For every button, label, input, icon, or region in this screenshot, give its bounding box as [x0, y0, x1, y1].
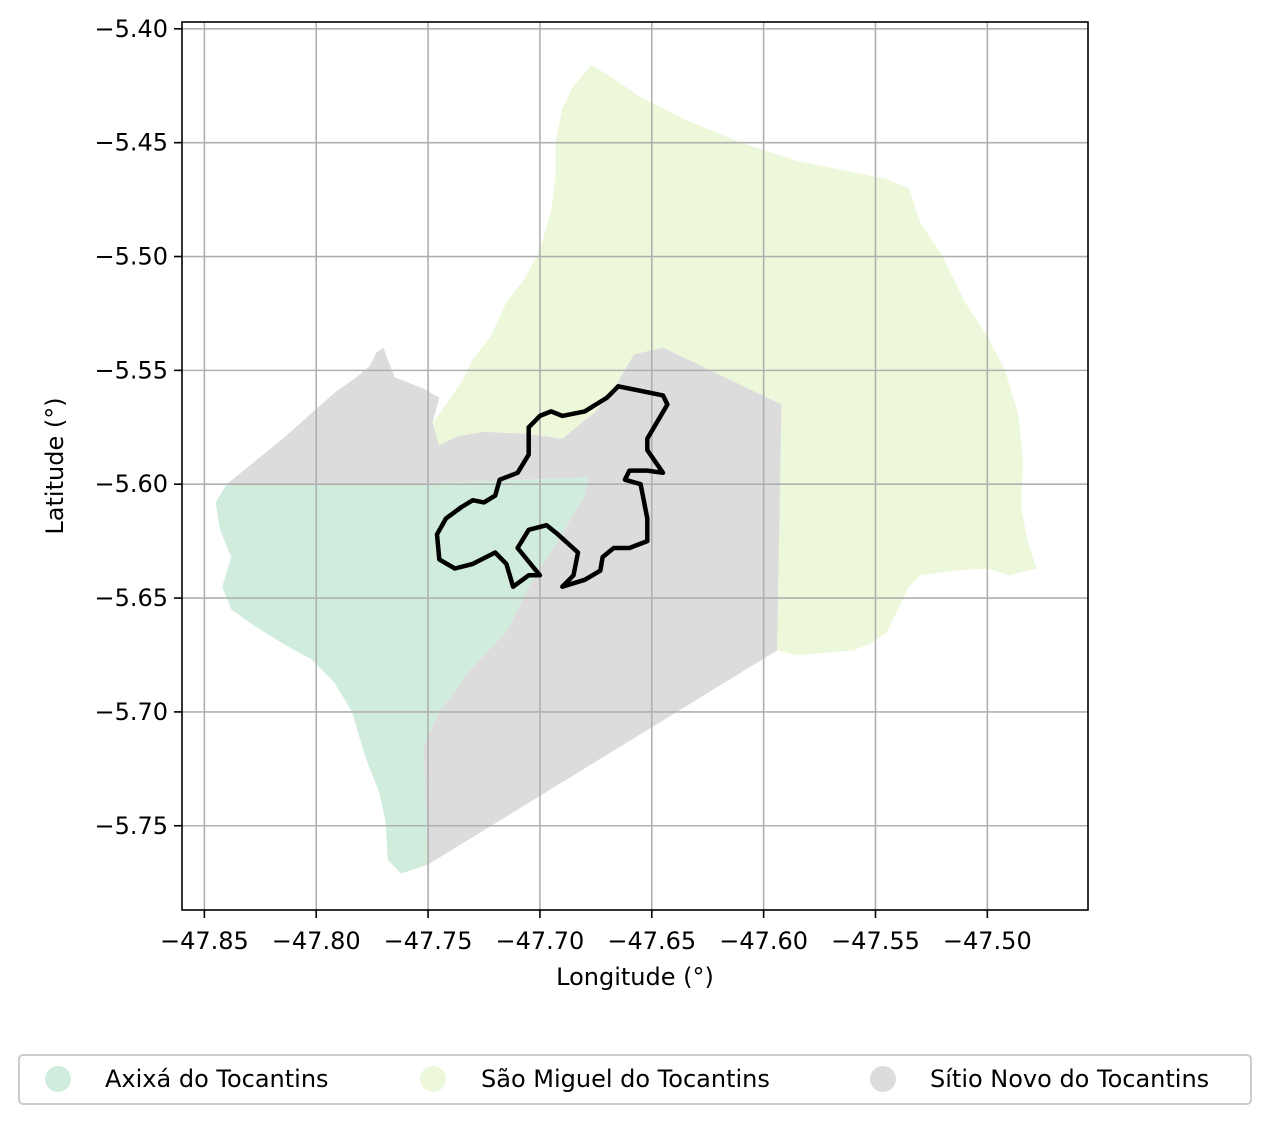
y-axis-ticks: −5.40 −5.45 −5.50 −5.55 −5.60 −5.65 −5.70 −5.75 [94, 15, 182, 840]
y-tick-label: −5.70 [94, 698, 168, 726]
highlight-outline [434, 384, 670, 589]
y-tick-label: −5.75 [94, 812, 168, 840]
y-tick-label: −5.55 [94, 356, 168, 384]
y-axis-label: Latitude (°) [41, 397, 69, 534]
x-axis-ticks: −47.85 −47.80 −47.75 −47.70 −47.65 −47.60 −47.… [160, 910, 1032, 955]
x-tick-label: −47.65 [607, 927, 696, 955]
x-tick-label: −47.55 [831, 927, 920, 955]
plot-frame [181, 21, 1089, 911]
y-tick-label: −5.65 [94, 584, 168, 612]
region-layer [215, 65, 1037, 874]
legend-item: Sítio Novo do Tocantins [870, 1065, 1209, 1093]
x-tick-label: −47.80 [272, 927, 361, 955]
legend-swatch-sao-miguel [420, 1066, 446, 1092]
legend-item: São Miguel do Tocantins [420, 1065, 770, 1093]
y-tick-label: −5.60 [94, 470, 168, 498]
legend-item: Axixá do Tocantins [45, 1065, 329, 1093]
region-sao-miguel-do-tocantins [432, 65, 1037, 656]
x-tick-label: −47.60 [719, 927, 808, 955]
grid-layer [182, 22, 1088, 910]
region-axixa-do-tocantins [215, 477, 590, 874]
x-tick-label: −47.70 [496, 927, 585, 955]
x-tick-label: −47.75 [384, 927, 473, 955]
y-tick-label: −5.50 [94, 243, 168, 271]
legend-label-axixa: Axixá do Tocantins [105, 1065, 329, 1093]
legend-swatch-sitio-novo [870, 1066, 896, 1092]
x-tick-label: −47.50 [943, 927, 1032, 955]
legend-label-sitio-novo: Sítio Novo do Tocantins [930, 1065, 1209, 1093]
x-tick-label: −47.85 [160, 927, 249, 955]
highlight-outline-layer [434, 384, 670, 589]
legend: Axixá do Tocantins São Miguel do Tocanti… [18, 1054, 1252, 1105]
x-axis-label: Longitude (°) [556, 963, 714, 991]
map-plot-area: −47.85 −47.80 −47.75 −47.70 −47.65 −47.60 −47.… [41, 15, 1089, 991]
y-tick-label: −5.40 [94, 15, 168, 43]
legend-label-sao-miguel: São Miguel do Tocantins [481, 1065, 770, 1093]
y-tick-label: −5.45 [94, 129, 168, 157]
legend-frame [18, 1054, 1252, 1105]
region-sitio-novo-do-tocantins [226, 347, 782, 865]
legend-swatch-axixa [45, 1066, 71, 1092]
